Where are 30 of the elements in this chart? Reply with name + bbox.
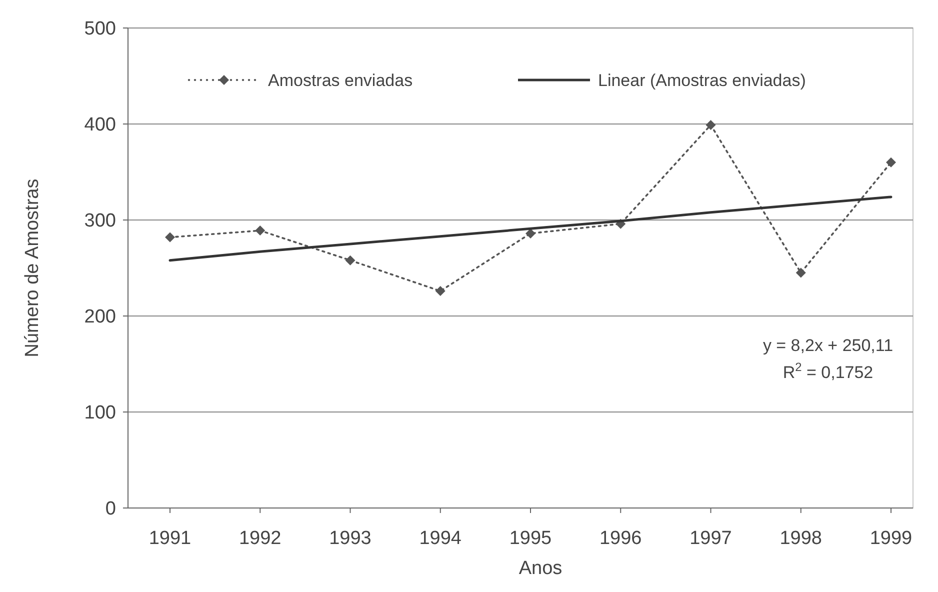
y-tick-label: 300 [84, 210, 116, 232]
legend-label: Linear (Amostras enviadas) [598, 70, 806, 90]
annotation: R$^{2}$ = 0,1752 [782, 360, 874, 382]
x-tick-label: 1996 [599, 528, 642, 549]
point [435, 286, 446, 296]
point [526, 228, 536, 238]
point [706, 120, 716, 130]
y-axis-title: Número de Amostras [22, 178, 43, 358]
point [255, 226, 266, 236]
x-tick-label: 1999 [870, 528, 912, 549]
point [796, 268, 806, 278]
x-tick-label: 1998 [780, 528, 822, 549]
point [345, 255, 356, 266]
y-tick-label: 100 [84, 402, 116, 424]
point [886, 157, 896, 168]
point [165, 232, 175, 242]
y-tick-label: 400 [84, 114, 116, 136]
y-tick-label: 0 [105, 498, 116, 520]
x-tick-label: 1991 [148, 528, 192, 549]
y-tick-label: 200 [84, 306, 116, 328]
x-tick-label: 1993 [329, 528, 372, 549]
x-axis-title: Anos [518, 558, 562, 579]
x-tick-label: 1992 [238, 528, 282, 549]
line-series [168, 196, 892, 262]
x-tick-label: 1994 [419, 528, 462, 549]
x-tick-label: 1995 [509, 528, 552, 549]
x-tick-label: 1997 [690, 528, 732, 549]
y-tick-label: 500 [84, 18, 116, 40]
annotation: y = 8,2x + 250,11 [762, 336, 894, 355]
legend-label: Amostras enviadas [268, 70, 413, 90]
